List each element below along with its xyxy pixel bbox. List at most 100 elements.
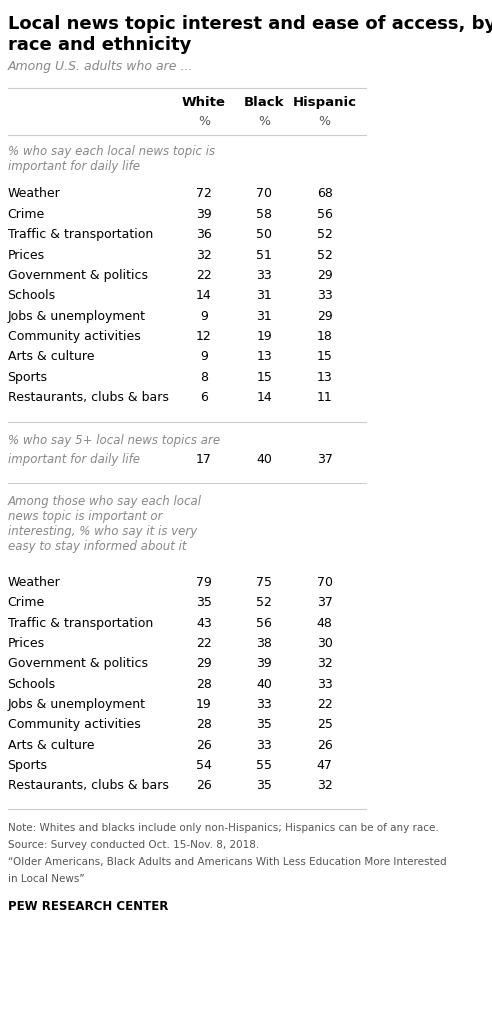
Text: 56: 56 [256,617,272,629]
Text: Crime: Crime [7,208,45,221]
Text: 9: 9 [200,310,208,322]
Text: 50: 50 [256,228,272,241]
Text: 51: 51 [256,249,272,262]
Text: 26: 26 [196,780,212,793]
Text: Note: Whites and blacks include only non-Hispanics; Hispanics can be of any race: Note: Whites and blacks include only non… [7,824,438,833]
Text: race and ethnicity: race and ethnicity [7,36,191,54]
Text: 33: 33 [317,290,333,302]
Text: 54: 54 [196,759,212,772]
Text: Community activities: Community activities [7,718,140,731]
Text: 55: 55 [256,759,272,772]
Text: Traffic & transportation: Traffic & transportation [7,617,153,629]
Text: %: % [319,115,331,128]
Text: 39: 39 [196,208,212,221]
Text: 40: 40 [256,677,272,691]
Text: Schools: Schools [7,290,56,302]
Text: 29: 29 [196,658,212,670]
Text: 12: 12 [196,330,212,343]
Text: 6: 6 [200,391,208,404]
Text: 19: 19 [256,330,272,343]
Text: “Older Americans, Black Adults and Americans With Less Education More Interested: “Older Americans, Black Adults and Ameri… [7,857,446,868]
Text: Sports: Sports [7,370,48,384]
Text: 33: 33 [256,698,272,711]
Text: 72: 72 [196,187,212,201]
Text: 70: 70 [316,576,333,589]
Text: 26: 26 [196,739,212,752]
Text: 40: 40 [256,453,272,465]
Text: Black: Black [244,96,284,109]
Text: 52: 52 [256,596,272,610]
Text: 35: 35 [196,596,212,610]
Text: 33: 33 [256,739,272,752]
Text: 75: 75 [256,576,272,589]
Text: 52: 52 [317,228,333,241]
Text: 58: 58 [256,208,272,221]
Text: Jobs & unemployment: Jobs & unemployment [7,310,146,322]
Text: Among U.S. adults who are ...: Among U.S. adults who are ... [7,60,193,74]
Text: Arts & culture: Arts & culture [7,739,94,752]
Text: 26: 26 [317,739,333,752]
Text: 22: 22 [196,637,212,650]
Text: 30: 30 [317,637,333,650]
Text: 36: 36 [196,228,212,241]
Text: % who say 5+ local news topics are: % who say 5+ local news topics are [7,435,219,447]
Text: 28: 28 [196,677,212,691]
Text: 39: 39 [256,658,272,670]
Text: 28: 28 [196,718,212,731]
Text: 14: 14 [256,391,272,404]
Text: 70: 70 [256,187,272,201]
Text: 48: 48 [317,617,333,629]
Text: 29: 29 [317,310,333,322]
Text: 31: 31 [256,290,272,302]
Text: Source: Survey conducted Oct. 15-Nov. 8, 2018.: Source: Survey conducted Oct. 15-Nov. 8,… [7,840,259,850]
Text: 56: 56 [317,208,333,221]
Text: 15: 15 [317,350,333,363]
Text: Hispanic: Hispanic [293,96,357,109]
Text: %: % [198,115,210,128]
Text: 37: 37 [317,453,333,465]
Text: 38: 38 [256,637,272,650]
Text: 52: 52 [317,249,333,262]
Text: Restaurants, clubs & bars: Restaurants, clubs & bars [7,780,168,793]
Text: Community activities: Community activities [7,330,140,343]
Text: Local news topic interest and ease of access, by: Local news topic interest and ease of ac… [7,15,492,33]
Text: Weather: Weather [7,187,61,201]
Text: 47: 47 [317,759,333,772]
Text: important for daily life: important for daily life [7,453,140,465]
Text: Crime: Crime [7,596,45,610]
Text: Arts & culture: Arts & culture [7,350,94,363]
Text: 31: 31 [256,310,272,322]
Text: 29: 29 [317,269,333,282]
Text: 22: 22 [196,269,212,282]
Text: 32: 32 [196,249,212,262]
Text: in Local News”: in Local News” [7,874,84,884]
Text: Among those who say each local
news topic is important or
interesting, % who say: Among those who say each local news topi… [7,494,202,552]
Text: Government & politics: Government & politics [7,658,148,670]
Text: 22: 22 [317,698,333,711]
Text: 37: 37 [317,596,333,610]
Text: 18: 18 [317,330,333,343]
Text: Prices: Prices [7,249,45,262]
Text: Weather: Weather [7,576,61,589]
Text: Sports: Sports [7,759,48,772]
Text: 17: 17 [196,453,212,465]
Text: 11: 11 [317,391,333,404]
Text: 8: 8 [200,370,208,384]
Text: 14: 14 [196,290,212,302]
Text: 15: 15 [256,370,272,384]
Text: 43: 43 [196,617,212,629]
Text: PEW RESEARCH CENTER: PEW RESEARCH CENTER [7,900,168,914]
Text: 13: 13 [256,350,272,363]
Text: 79: 79 [196,576,212,589]
Text: %: % [258,115,270,128]
Text: 25: 25 [317,718,333,731]
Text: % who say each local news topic is
important for daily life: % who say each local news topic is impor… [7,145,215,173]
Text: 33: 33 [317,677,333,691]
Text: 35: 35 [256,780,272,793]
Text: 19: 19 [196,698,212,711]
Text: 32: 32 [317,780,333,793]
Text: 13: 13 [317,370,333,384]
Text: Restaurants, clubs & bars: Restaurants, clubs & bars [7,391,168,404]
Text: 9: 9 [200,350,208,363]
Text: Jobs & unemployment: Jobs & unemployment [7,698,146,711]
